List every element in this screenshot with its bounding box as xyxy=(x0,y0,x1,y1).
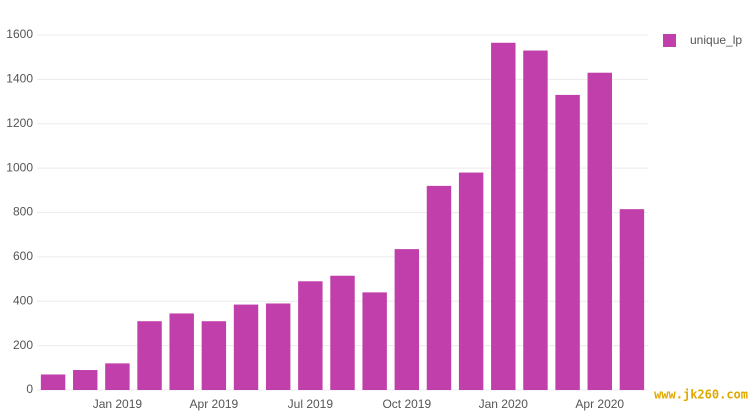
bar xyxy=(201,321,227,390)
y-tick-label: 1200 xyxy=(6,116,33,130)
bar xyxy=(394,249,420,390)
x-tick-label: Jul 2019 xyxy=(288,397,334,411)
bar xyxy=(137,321,162,390)
y-tick-label: 1600 xyxy=(6,27,33,41)
y-tick-label: 600 xyxy=(13,249,33,263)
y-tick-label: 200 xyxy=(13,338,33,352)
bar xyxy=(40,374,66,390)
bar xyxy=(523,50,548,390)
x-tick-label: Jan 2019 xyxy=(93,397,143,411)
bar xyxy=(330,275,355,390)
y-tick-label: 1000 xyxy=(6,160,33,174)
bar xyxy=(105,363,130,390)
bar xyxy=(491,42,516,390)
y-tick-label: 1400 xyxy=(6,72,33,86)
bar xyxy=(265,303,291,390)
bar xyxy=(619,209,645,390)
bar xyxy=(362,292,387,390)
legend-swatch xyxy=(663,34,676,47)
bar xyxy=(73,370,98,390)
bar xyxy=(426,185,452,390)
y-tick-label: 800 xyxy=(13,205,33,219)
bar xyxy=(169,313,194,390)
bar xyxy=(555,94,580,390)
bar xyxy=(458,172,484,390)
y-tick-label: 0 xyxy=(26,382,33,396)
x-tick-label: Jan 2020 xyxy=(479,397,529,411)
x-tick-label: Oct 2019 xyxy=(382,397,431,411)
x-tick-label: Apr 2019 xyxy=(190,397,239,411)
legend-label: unique_lp xyxy=(690,33,742,47)
watermark: www.jk260.com xyxy=(654,388,748,402)
x-tick-label: Apr 2020 xyxy=(575,397,624,411)
bar xyxy=(587,72,612,390)
y-tick-label: 400 xyxy=(13,293,33,307)
bar xyxy=(298,281,323,390)
bar xyxy=(233,304,259,390)
